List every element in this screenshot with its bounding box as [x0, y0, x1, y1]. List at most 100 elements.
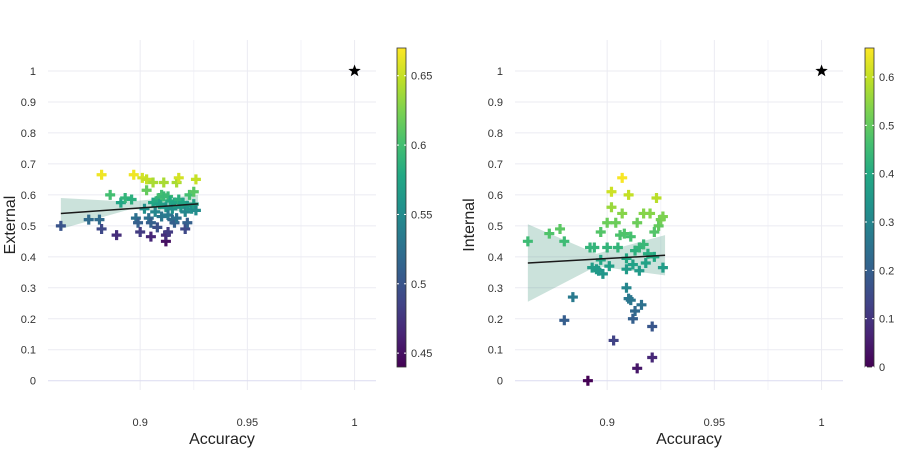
data-point	[630, 306, 641, 317]
data-point	[567, 292, 578, 303]
y-tick-label: 0.1	[21, 345, 36, 357]
colorbar-tick-label: 0.1	[879, 314, 894, 326]
data-point	[649, 251, 660, 262]
data-point	[133, 217, 144, 228]
data-point	[617, 208, 628, 219]
data-point	[651, 192, 662, 203]
colorbar-tick-label: 0.5	[411, 279, 426, 291]
data-point	[96, 169, 107, 180]
y-tick-label: 0.7	[21, 159, 36, 171]
data-point	[522, 236, 533, 247]
data-point	[621, 282, 632, 293]
data-point	[96, 223, 107, 234]
data-point	[152, 222, 163, 233]
y-tick-label: 0.9	[21, 97, 36, 109]
x-axis-title: Accuracy	[656, 431, 722, 448]
colorbar-tick-label: 0.6	[879, 72, 894, 84]
data-point	[145, 217, 156, 228]
y-tick-label: 0.8	[488, 128, 503, 140]
y-tick-label: 0.9	[488, 97, 503, 109]
data-point	[589, 242, 600, 253]
x-tick-label: 0.9	[600, 417, 615, 429]
data-point	[642, 248, 653, 259]
y-tick-label: 0.5	[21, 221, 36, 233]
data-point	[188, 186, 199, 197]
y-tick-label: 0.6	[488, 190, 503, 202]
y-tick-label: 1	[30, 66, 36, 78]
x-axis-title: Accuracy	[189, 431, 255, 448]
data-point	[657, 262, 668, 273]
data-point	[638, 239, 649, 250]
data-point	[627, 313, 638, 324]
trend-line	[60, 203, 199, 215]
data-point	[126, 194, 137, 205]
colorbar-tick-label: 0.45	[411, 348, 432, 360]
colorbar-tick-label: 0.2	[879, 265, 894, 277]
y-tick-label: 0	[30, 376, 36, 388]
data-point	[154, 199, 165, 210]
colorbar-tick-label: 0.4	[879, 169, 894, 181]
points-group	[522, 172, 668, 386]
data-point	[647, 352, 658, 363]
data-point	[555, 223, 566, 234]
y-axis-title: External	[2, 196, 19, 255]
data-point	[150, 206, 161, 217]
colorbar-tick-label: 0.5	[879, 120, 894, 132]
data-point	[173, 172, 184, 183]
y-tick-label: 0.4	[488, 252, 503, 264]
y-tick-label: 0.6	[21, 190, 36, 202]
data-point	[595, 227, 606, 238]
data-point	[559, 236, 570, 247]
colorbar	[864, 47, 875, 368]
data-point	[608, 335, 619, 346]
x-tick-label: 1	[818, 417, 824, 429]
data-point	[105, 189, 116, 200]
data-point	[111, 230, 122, 241]
data-point	[544, 228, 555, 239]
y-tick-label: 0.1	[488, 345, 503, 357]
data-point	[582, 375, 593, 386]
chart-panel-1: 0 0.1 0.2 0.3 0.4 0.5 0.6 0.7 0.8 0.9 1 0.9 0.95 1 Acc…	[461, 40, 894, 448]
data-point	[632, 217, 643, 228]
data-point	[649, 227, 660, 238]
ideal-point-star-marker	[348, 64, 361, 77]
y-tick-label: 0.3	[488, 283, 503, 295]
chart-panel-0: 0 0.1 0.2 0.3 0.4 0.5 0.6 0.7 0.8 0.9 1 0.9 0.95 1 Acc…	[2, 40, 432, 448]
data-point	[180, 223, 191, 234]
data-point	[145, 231, 156, 242]
x-tick-label: 0.95	[704, 417, 725, 429]
data-point	[632, 363, 643, 374]
y-axis-title: Internal	[461, 198, 478, 251]
data-point	[158, 177, 169, 188]
colorbar-tick-label: 0.55	[411, 209, 432, 221]
y-tick-label: 0.2	[21, 314, 36, 326]
data-point	[55, 220, 66, 231]
data-point	[559, 315, 570, 326]
data-point	[612, 242, 623, 253]
x-tick-label: 0.9	[133, 417, 148, 429]
data-point	[657, 211, 668, 222]
data-point	[621, 264, 632, 275]
data-point	[619, 228, 630, 239]
data-point	[141, 185, 152, 196]
data-point	[148, 177, 159, 188]
colorbar-tick-label: 0.6	[411, 140, 426, 152]
data-point	[636, 299, 647, 310]
data-point	[139, 203, 150, 214]
data-point	[604, 261, 615, 272]
data-point	[190, 174, 201, 185]
data-point	[163, 227, 174, 238]
data-point	[625, 231, 636, 242]
data-point	[94, 214, 105, 225]
colorbar-tick-label: 0.3	[879, 217, 894, 229]
y-tick-label: 0.5	[488, 221, 503, 233]
data-point	[645, 208, 656, 219]
x-tick-label: 1	[351, 417, 357, 429]
colorbar-tick-label: 0.65	[411, 71, 432, 83]
data-point	[141, 174, 152, 185]
y-tick-label: 0.8	[21, 128, 36, 140]
data-point	[83, 214, 94, 225]
colorbar	[396, 47, 407, 368]
data-point	[606, 202, 617, 213]
